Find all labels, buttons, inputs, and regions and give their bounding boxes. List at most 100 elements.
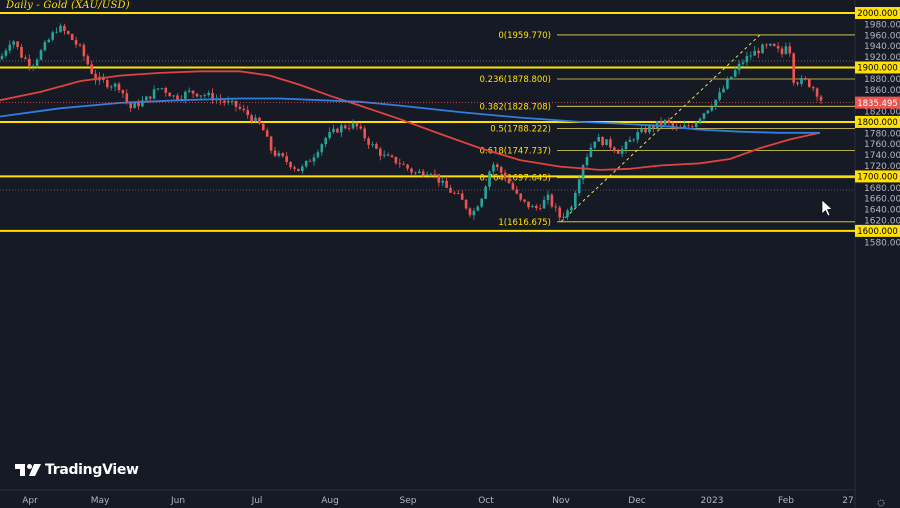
candle	[644, 125, 647, 134]
candle	[82, 42, 86, 61]
candle	[429, 172, 433, 177]
candle-body	[59, 25, 62, 32]
candle-body	[468, 208, 472, 216]
candle	[535, 203, 538, 211]
time-tick-label: Nov	[552, 496, 570, 506]
horizontal-level-tag	[855, 170, 900, 183]
fibonacci-level-label: 0.382(1828.708)	[479, 102, 551, 112]
candle	[324, 136, 327, 148]
candle	[488, 170, 491, 191]
price-tick-label: 1780.000	[864, 129, 900, 139]
candle-body	[285, 156, 288, 162]
candle-body	[761, 44, 764, 54]
candle	[433, 169, 437, 179]
candle-body	[20, 46, 23, 58]
candle-body	[164, 88, 168, 93]
candle-body	[507, 178, 511, 184]
candle-body	[433, 174, 437, 175]
candle-body	[47, 39, 51, 43]
candle	[363, 125, 366, 142]
candle-body	[550, 194, 554, 207]
fibonacci-retracement: 0(1959.770) 0.236(1878.800) 0.382(1828.708…	[479, 31, 855, 228]
candle-body	[129, 101, 132, 109]
candle	[815, 87, 819, 102]
candle	[624, 140, 628, 154]
candle-body	[453, 192, 456, 194]
candle-body	[301, 166, 304, 172]
candle-body	[86, 56, 90, 65]
horizontal-level-tag	[855, 61, 900, 74]
candle	[503, 169, 507, 181]
candle	[460, 190, 464, 200]
horizontal-level-tag	[855, 115, 900, 128]
candle-body	[39, 50, 43, 60]
candle	[476, 204, 480, 212]
candle	[336, 127, 339, 134]
candle-body	[683, 125, 686, 128]
price-axis: 1580.0001600.0001620.0001640.0001660.000…	[864, 10, 900, 249]
candle	[211, 88, 214, 104]
price-tick-label: 1740.000	[864, 151, 900, 161]
candle	[355, 122, 359, 130]
candle-body	[375, 144, 378, 149]
candle-body	[250, 115, 253, 122]
candle	[441, 176, 444, 187]
candle-body	[211, 92, 214, 101]
candle-body	[429, 174, 433, 175]
candle	[359, 123, 363, 131]
candle-body	[133, 102, 136, 109]
candle	[542, 196, 546, 209]
candle-body	[320, 144, 324, 153]
candle	[343, 123, 347, 130]
candle-body	[609, 139, 612, 148]
candle-body	[281, 153, 285, 157]
candle-body	[230, 100, 234, 102]
candle	[55, 27, 58, 34]
candle	[780, 45, 784, 58]
candle-body	[542, 199, 546, 209]
candle	[710, 104, 714, 113]
candle	[574, 190, 577, 209]
candle	[527, 201, 530, 210]
candle-body	[499, 167, 503, 173]
candle	[0, 52, 4, 60]
horizontal-level-label: 1700.000	[857, 173, 898, 183]
candle-body	[464, 199, 468, 209]
candle-body	[289, 161, 292, 168]
candle	[418, 168, 421, 174]
candle-body	[191, 90, 195, 94]
candle	[28, 54, 31, 71]
candle-body	[710, 107, 714, 111]
candle	[152, 85, 156, 100]
chart-title: Daily - Gold (XAU/USD)	[6, 0, 130, 11]
candle-body	[90, 64, 93, 74]
price-tick-label: 1680.000	[864, 184, 900, 194]
tradingview-logo[interactable]: TradingView	[9, 456, 147, 484]
time-tick-label: 2023	[701, 496, 724, 506]
candle	[566, 208, 569, 220]
candle-body	[0, 55, 4, 60]
candle	[538, 204, 542, 211]
candle-body	[811, 86, 815, 89]
candle-body	[293, 167, 296, 169]
candle	[386, 152, 390, 157]
candle	[35, 57, 39, 69]
candle	[550, 193, 554, 209]
candle	[340, 122, 343, 138]
time-tick-label: Feb	[778, 496, 794, 506]
candle	[156, 88, 160, 91]
candle-body	[554, 206, 558, 208]
candle-body	[246, 110, 249, 116]
time-tick-label: Sep	[400, 496, 417, 506]
settings-gear-icon[interactable]	[876, 498, 886, 508]
candle-body	[589, 147, 593, 158]
candle-body	[726, 79, 729, 89]
candle	[312, 153, 316, 166]
candle-body	[55, 31, 58, 33]
price-tick-label: 1980.000	[864, 20, 900, 30]
candle	[772, 43, 776, 47]
price-tick-label: 1880.000	[864, 75, 900, 85]
candle-body	[776, 46, 780, 49]
candle-body	[312, 157, 316, 162]
